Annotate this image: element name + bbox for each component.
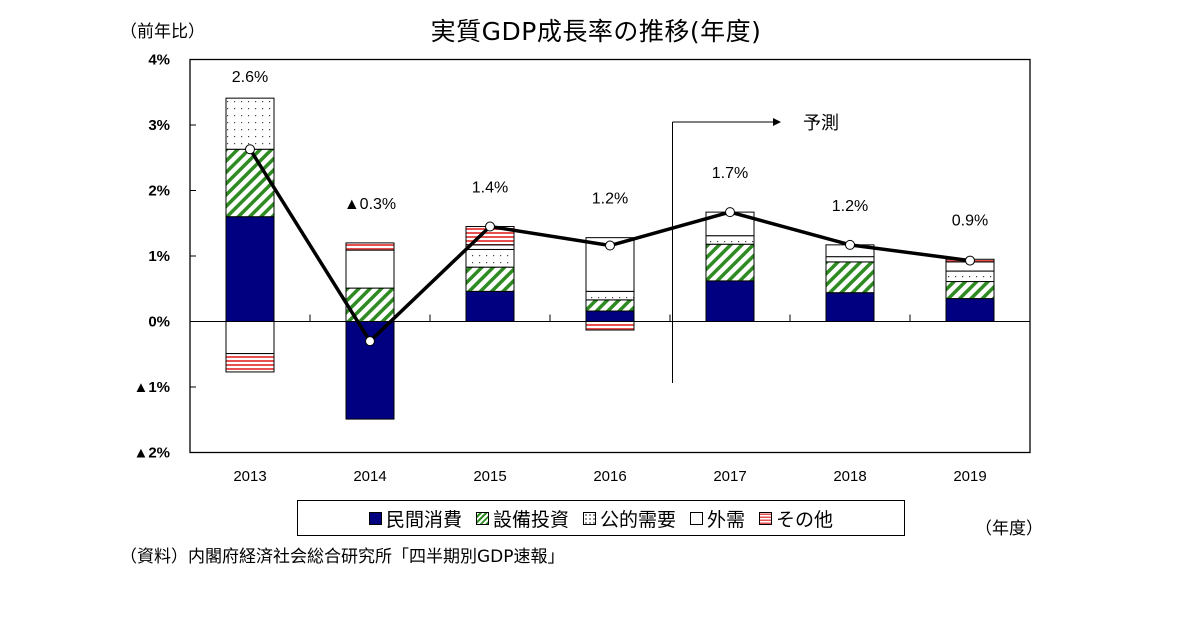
- bar-private-consumption: [585, 310, 635, 322]
- legend-item-private-consumption: 民間消費: [368, 505, 462, 532]
- data-label: ▲0.3%: [344, 196, 396, 213]
- red-stripe-swatch-icon: [759, 511, 773, 525]
- legend-label: 設備投資: [492, 508, 569, 531]
- gdp-growth-point: [965, 255, 975, 266]
- dotted-swatch-icon: [582, 511, 596, 525]
- y-axis-unit: （前年比）: [120, 22, 205, 42]
- bar-private-consumption: [345, 321, 395, 420]
- bar-capex: [945, 281, 995, 300]
- gdp-growth-point: [245, 144, 255, 155]
- legend-label: 公的需要: [599, 508, 676, 531]
- x-tick-label: 2016: [593, 468, 626, 485]
- bar-public-demand: [585, 290, 635, 301]
- legend-item-other: その他: [759, 505, 833, 532]
- bar-capex: [825, 261, 875, 294]
- gdp-growth-point: [845, 239, 855, 250]
- x-tick-label: 2015: [473, 468, 506, 485]
- x-tick-label: 2014: [353, 468, 386, 485]
- white-swatch-icon: [690, 511, 703, 525]
- bar-public-demand: [825, 256, 875, 263]
- y-tick-label: ▲2%: [133, 445, 170, 462]
- bar-public-demand: [945, 270, 995, 283]
- source-note: （資料）内閣府経済社会総合研究所「四半期別GDP速報」: [120, 547, 565, 567]
- bar-public-demand: [465, 248, 515, 268]
- bar-other: [225, 353, 275, 373]
- data-label: 2.6%: [232, 69, 268, 86]
- legend-label: 外需: [707, 508, 746, 531]
- gdp-growth-point: [605, 240, 615, 251]
- data-label: 0.9%: [952, 212, 988, 229]
- y-tick-label: 2%: [148, 183, 170, 200]
- x-tick-label: 2019: [953, 468, 986, 485]
- bar-public-demand: [225, 97, 275, 150]
- arrow-head-icon: [773, 118, 781, 126]
- x-tick-label: 2018: [833, 468, 866, 485]
- bar-private-consumption: [705, 280, 755, 323]
- data-label: 1.2%: [832, 198, 868, 215]
- legend-item-net-exports: 外需: [690, 505, 745, 532]
- bar-other: [345, 242, 395, 251]
- bar-capex: [465, 266, 515, 292]
- gdp-growth-point: [485, 221, 495, 232]
- gdp-growth-point: [365, 336, 375, 347]
- data-label: 1.2%: [592, 191, 628, 208]
- bar-private-consumption: [465, 290, 515, 322]
- bar-net-exports: [585, 237, 635, 292]
- bar-capex: [705, 243, 755, 282]
- y-tick-label: ▲1%: [133, 379, 170, 396]
- legend-item-capex: 設備投資: [475, 505, 569, 532]
- y-tick-label: 3%: [148, 117, 170, 134]
- bar-net-exports: [465, 244, 515, 250]
- bar-net-exports: [345, 249, 395, 289]
- bar-other: [585, 321, 635, 331]
- gdp-growth-point: [725, 207, 735, 218]
- bar-private-consumption: [225, 216, 275, 322]
- x-tick-label: 2013: [233, 468, 266, 485]
- chart-title: 実質GDP成長率の推移(年度): [430, 17, 762, 46]
- data-label: 1.4%: [472, 180, 508, 197]
- x-axis-unit: （年度）: [975, 519, 1043, 539]
- x-tick-label: 2017: [713, 468, 746, 485]
- bar-private-consumption: [945, 298, 995, 323]
- bar-net-exports: [225, 321, 275, 355]
- bar-capex: [585, 299, 635, 312]
- bar-public-demand: [705, 235, 755, 245]
- bar-capex: [225, 148, 275, 218]
- y-tick-label: 4%: [148, 52, 170, 69]
- forecast-label: 予測: [803, 113, 839, 133]
- legend: 民間消費 設備投資 公的需要 外需 その他: [297, 500, 905, 536]
- y-tick-label: 0%: [148, 314, 170, 331]
- legend-label: 民間消費: [385, 508, 462, 531]
- legend-item-public-demand: 公的需要: [582, 505, 676, 532]
- y-tick-label: 1%: [148, 248, 170, 265]
- legend-label: その他: [776, 508, 834, 531]
- bar-private-consumption: [825, 292, 875, 322]
- data-label: 1.7%: [712, 165, 748, 182]
- navy-swatch-icon: [368, 511, 382, 525]
- green-stripe-swatch-icon: [475, 511, 489, 525]
